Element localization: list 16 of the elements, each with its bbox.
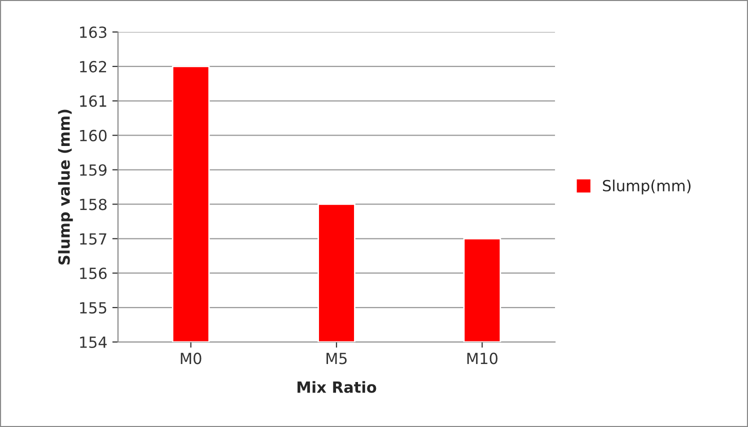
y-tick-label: 163: [80, 26, 106, 38]
legend-label: Slump(mm): [602, 180, 691, 194]
y-tick-label: 155: [80, 302, 106, 314]
y-tick-label: 161: [80, 95, 106, 107]
y-tick-label: 154: [80, 336, 107, 348]
x-tick-label: M0: [180, 352, 202, 364]
x-tick-label: M5: [326, 352, 347, 364]
y-tick-label: 160: [80, 130, 107, 142]
y-tick-label: 162: [80, 60, 106, 72]
y-tick-label: 158: [80, 198, 107, 210]
y-axis-title: Slump value (mm): [58, 110, 73, 264]
x-axis-title: Mix Ratio: [298, 381, 376, 393]
y-tick-label: 157: [80, 233, 106, 245]
x-tick-label: M10: [467, 352, 498, 364]
y-tick-label: 159: [80, 164, 107, 176]
y-tick-label: 156: [80, 268, 107, 280]
